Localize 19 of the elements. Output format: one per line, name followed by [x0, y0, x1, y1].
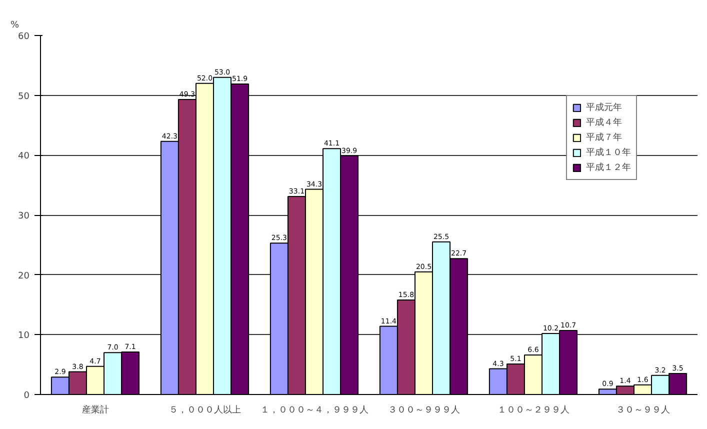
x-tick-label: １，０００～４，９９９人 [260, 404, 368, 416]
y-axis-title: % [10, 20, 20, 30]
legend-label: 平成７年 [586, 132, 622, 144]
legend-label: 平成４年 [586, 116, 622, 129]
y-tick-label: 20 [18, 271, 30, 282]
x-tick-label: 産業計 [82, 404, 109, 416]
y-tick-label: 0 [24, 391, 30, 401]
legend-label: 平成元年 [586, 102, 622, 114]
y-tick-label: 50 [18, 92, 30, 102]
x-tick-label: １００～２９９人 [497, 404, 570, 416]
y-tick-label: 40 [18, 152, 30, 162]
y-tick-label: 30 [18, 212, 30, 222]
legend-label: 平成１０年 [586, 146, 631, 159]
y-tick-label: 60 [18, 32, 30, 42]
x-tick-label: ３００～９９９人 [388, 404, 460, 416]
y-tick-label: 10 [18, 331, 30, 342]
legend-label: 平成１２年 [586, 162, 631, 174]
x-tick-label: ３０～９９人 [616, 404, 670, 416]
x-tick-label: ５，０００人以上 [168, 404, 241, 416]
